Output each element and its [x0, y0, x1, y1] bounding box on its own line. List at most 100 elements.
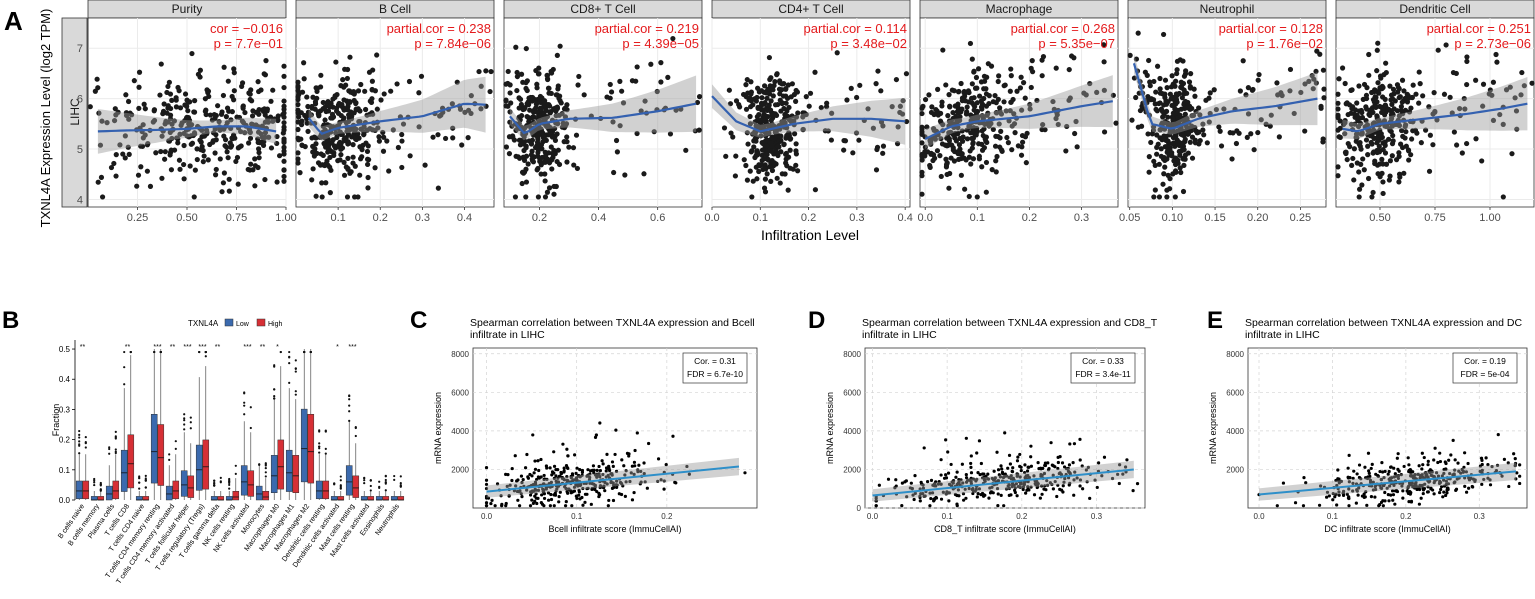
scatter-point	[870, 125, 876, 131]
outlier-point	[363, 476, 366, 479]
scatter-point	[955, 470, 959, 474]
x-tick-label: 0.75	[226, 212, 247, 224]
scatter-point	[1073, 118, 1079, 125]
scatter-point	[258, 87, 264, 93]
scatter-point	[958, 172, 964, 178]
scatter-point	[597, 464, 601, 469]
scatter-point	[637, 463, 641, 467]
scatter-point	[766, 130, 772, 136]
scatter-point	[1237, 88, 1243, 94]
scatter-point	[1419, 496, 1423, 500]
scatter-point	[1347, 143, 1353, 150]
outlier-point	[339, 479, 342, 482]
scatter-point	[801, 110, 808, 116]
significance-mark: ***	[183, 344, 191, 351]
scatter-point	[320, 99, 326, 106]
x-tick-label: 0.3	[849, 212, 864, 224]
scatter-point	[919, 191, 925, 197]
scatter-point	[249, 98, 255, 104]
scatter-point	[201, 153, 207, 159]
chart-title-line: Spearman correlation between TXNL4A expr…	[1245, 317, 1522, 329]
scatter-point	[207, 141, 213, 148]
scatter-point	[167, 152, 173, 158]
scatter-point	[1169, 102, 1175, 109]
outlier-point	[294, 359, 297, 362]
scatter-point	[250, 167, 256, 173]
scatter-point	[224, 149, 230, 155]
scatter-point	[161, 101, 167, 107]
scatter-point	[223, 144, 230, 150]
scatter-point	[629, 78, 636, 84]
scatter-point	[1015, 143, 1021, 149]
scatter-point	[986, 472, 990, 476]
outlier-point	[168, 453, 171, 456]
scatter-point	[935, 112, 941, 118]
scatter-point	[96, 110, 102, 116]
scatter-point	[806, 103, 812, 109]
scatter-point	[1509, 151, 1515, 157]
outlier-point	[294, 390, 297, 393]
scatter-point	[139, 143, 146, 149]
scatter-point	[1015, 494, 1019, 498]
scatter-point	[913, 474, 917, 478]
scatter-point	[353, 106, 359, 112]
scatter-point	[1113, 120, 1119, 126]
p-value-label: p = 3.48e−02	[830, 36, 907, 51]
scatter-point	[203, 127, 210, 133]
scatter-point	[756, 112, 762, 118]
box	[360, 496, 368, 501]
scatter-point	[1358, 161, 1364, 167]
scatter-point	[1151, 194, 1157, 200]
box	[337, 496, 345, 501]
x-tick-label: 0.3	[1091, 512, 1103, 521]
scatter-point	[450, 135, 456, 141]
outlier-point	[93, 483, 96, 487]
scatter-point	[162, 156, 168, 162]
scatter-point	[281, 173, 287, 180]
y-axis-label: mRNA expression	[433, 392, 443, 464]
outlier-point	[78, 452, 81, 455]
scatter-point	[185, 99, 191, 105]
scatter-point	[943, 156, 949, 162]
correlation-label: partial.cor = 0.251	[1427, 21, 1531, 36]
scatter-point	[759, 123, 765, 129]
scatter-point	[1398, 103, 1404, 110]
scatter-point	[938, 136, 944, 142]
scatter-point	[922, 96, 929, 103]
scatter-point	[1502, 457, 1507, 461]
scatter-point	[364, 156, 371, 162]
scatter-point	[1127, 52, 1133, 58]
significance-mark: *	[276, 344, 279, 351]
p-value-label: p = 2.73e−06	[1454, 36, 1531, 51]
scatter-point	[516, 498, 520, 502]
scatter-point	[979, 147, 986, 153]
scatter-point	[1389, 101, 1395, 107]
scatter-point	[363, 140, 369, 146]
scatter-point	[554, 158, 560, 165]
scatter-point	[1029, 444, 1033, 448]
scatter-point	[758, 88, 765, 94]
scatter-point	[325, 108, 332, 114]
scatter-point	[854, 94, 860, 101]
scatter-point	[1017, 85, 1024, 91]
scatter-point	[126, 116, 132, 122]
scatter-point	[1152, 162, 1158, 168]
scatter-point	[1023, 160, 1029, 166]
scatter-point	[179, 120, 185, 126]
scatter-point	[301, 76, 307, 82]
scatter-point	[1152, 101, 1158, 107]
scatter-point	[834, 50, 840, 56]
scatter-point	[1083, 92, 1089, 98]
scatter-point	[1425, 490, 1430, 494]
y-axis-label: TXNL4A Expression Level (log2 TPM)	[38, 9, 53, 228]
scatter-point	[1393, 157, 1400, 163]
scatter-point	[140, 122, 146, 128]
scatter-point	[927, 162, 933, 169]
scatter-point	[173, 95, 179, 101]
scatter-point	[312, 146, 318, 152]
scatter-point	[611, 169, 617, 176]
scatter-point	[365, 161, 371, 168]
scatter-point	[330, 114, 337, 120]
scatter-point	[533, 459, 537, 463]
scatter-point	[312, 106, 318, 112]
